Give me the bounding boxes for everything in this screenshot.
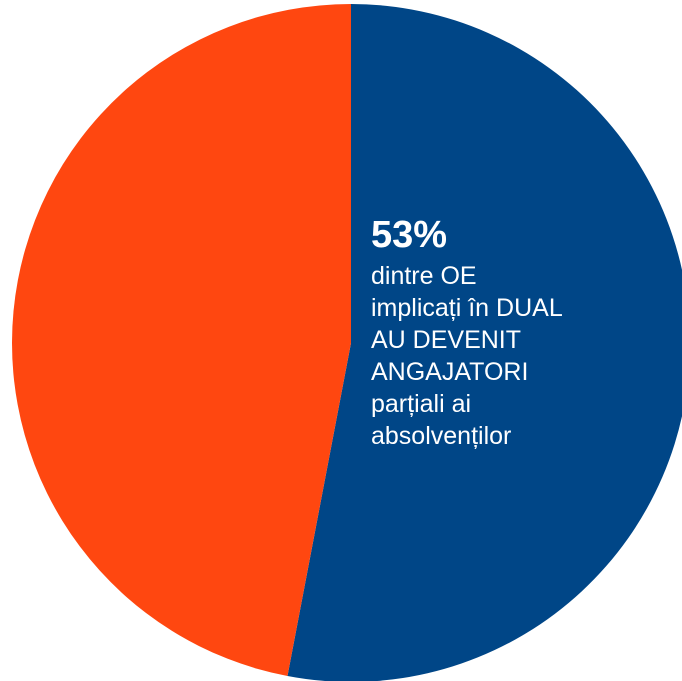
- slice-label-line-6: absolvenților: [371, 422, 512, 450]
- slice-label-line-1: dintre OE: [371, 262, 477, 290]
- slice-label-line-5: parțiali ai: [371, 390, 472, 418]
- pie-slice-2: [12, 4, 352, 676]
- slice-label-line-2: implicați în DUAL: [371, 294, 563, 322]
- slice-label-percent: 53%: [371, 214, 448, 256]
- slice-label-line-3: AU DEVENIT: [371, 326, 522, 354]
- pie-slice-1: [287, 4, 682, 681]
- slice-label-line-4: ANGAJATORI: [371, 358, 529, 386]
- slice-label: 53% dintre OE implicați în DUAL AU DEVEN…: [371, 210, 671, 452]
